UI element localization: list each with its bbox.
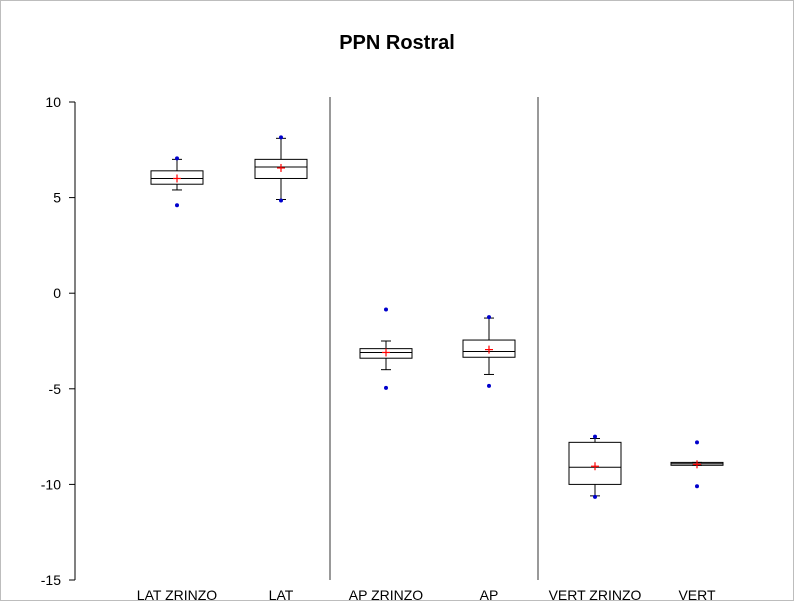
outlier-point — [175, 156, 179, 161]
box — [568, 441, 622, 485]
boxplot-ap — [462, 315, 516, 388]
outlier-point — [384, 307, 388, 312]
outlier-point — [695, 484, 699, 489]
x-category-label: VERT ZRINZO — [549, 587, 642, 601]
x-category-label: AP ZRINZO — [349, 587, 424, 601]
chart-title: PPN Rostral — [339, 32, 455, 54]
outlier-point — [279, 198, 283, 203]
outlier-point — [593, 494, 597, 499]
outlier-point — [487, 315, 491, 320]
outlier-point — [175, 203, 179, 208]
y-tick-label: 10 — [45, 94, 61, 110]
x-category-label: LAT ZRINZO — [137, 587, 217, 601]
x-category-label: LAT — [269, 587, 294, 601]
box — [254, 158, 308, 179]
outlier-point — [487, 383, 491, 388]
y-tick-label: -15 — [41, 572, 61, 588]
outlier-point — [695, 440, 699, 445]
y-tick-label: 0 — [53, 285, 61, 301]
x-category-label: AP — [480, 587, 499, 601]
y-tick-label: -10 — [41, 476, 61, 492]
box — [462, 339, 516, 358]
boxplot-lat-zrinzo — [150, 156, 204, 208]
x-category-label: VERT — [678, 587, 716, 601]
y-tick-label: 5 — [53, 190, 61, 206]
box — [150, 170, 204, 185]
boxplot-vert — [670, 440, 724, 489]
boxplot-vert-zrinzo — [568, 434, 622, 499]
outlier-point — [279, 135, 283, 140]
boxplot-lat — [254, 135, 308, 203]
y-tick-label: -5 — [49, 381, 62, 397]
boxplot-ap-zrinzo — [359, 307, 413, 390]
outlier-point — [593, 434, 597, 439]
outlier-point — [384, 385, 388, 390]
